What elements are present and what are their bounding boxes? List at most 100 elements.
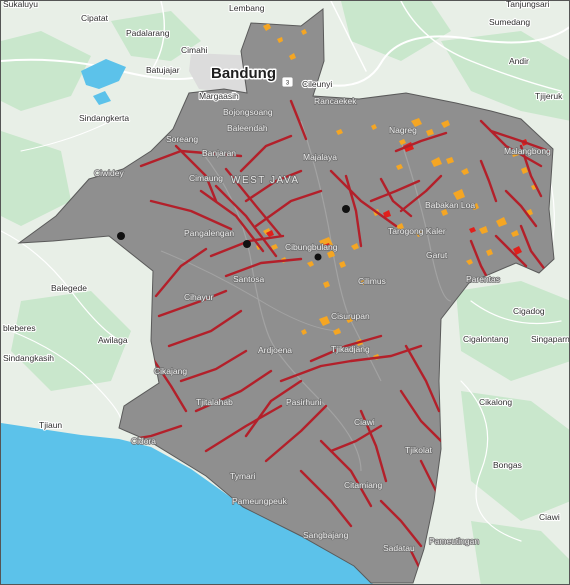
place-label: Cilimus [358,276,386,286]
fault-line [204,404,283,453]
fault-line [344,174,363,248]
fault-line [379,177,413,218]
place-label: Baleendah [227,123,268,133]
fault-line [224,167,283,238]
fault-line [154,247,208,298]
place-label: Cidora [131,436,156,446]
fault-line [479,119,543,168]
place-label: Rancaekek [314,96,357,106]
fault-line [329,424,383,453]
fault-line [309,334,383,363]
place-label: Soreang [166,134,198,144]
place-label: Bongas [493,460,522,470]
reservoir-lake-small [93,91,111,105]
fault-lines [119,99,551,583]
fault-line [244,379,303,438]
place-label: Cihayur [184,292,213,302]
road-shield-icon: 3 [281,76,294,88]
place-label: Cigalontang [463,334,509,344]
place-label: Cimaung [189,173,223,183]
fault-line [404,344,441,413]
fault-line [299,469,353,528]
fault-line [329,169,398,228]
fault-line [174,144,218,203]
fault-line [167,309,243,348]
fault-line [149,354,188,413]
place-label: Malangbong [504,146,551,156]
place-label: Padalarang [126,28,170,38]
place-label: Bojongsoang [223,107,273,117]
place-label: Pameutingan [429,536,479,546]
place-label: Batujajar [146,65,180,75]
place-label: Cisurupan [331,311,370,321]
fault-line [279,359,353,383]
place-label: Tanjungsari [506,1,550,9]
fault-line [264,404,328,463]
place-label: Cikalong [479,397,512,407]
fault-line [379,499,423,548]
place-label: Cileunyi [302,79,332,89]
place-label: Tjitalahab [196,397,233,407]
fault-line [519,224,548,273]
road-shield-number: 3 [286,81,290,87]
place-label: Sangbajang [303,530,349,540]
fault-line [244,169,303,203]
fault-line [194,369,273,413]
fault-line [239,134,293,173]
place-label: Babakan Loa [425,200,475,210]
place-label: Ciawi [539,512,560,522]
place-label: Sadatau [383,543,415,553]
place-label: Sukaluyu [3,1,38,9]
place-label: Cibungbulang [285,242,338,252]
place-label: Cikajang [154,366,187,376]
place-label: Tarogong Kaler [388,226,446,236]
fault-line [359,409,388,483]
fault-line [504,189,538,228]
place-label: Lembang [229,3,265,13]
study-area-roads [160,120,452,472]
fault-line [254,189,323,228]
place-label: Sumedang [489,17,530,27]
place-label: Awilaga [98,335,128,345]
fault-line [399,174,443,213]
black-dot-icon [342,205,350,213]
region-label: WEST JAVA [231,175,300,186]
place-label: bleberes [3,323,36,333]
fault-line [349,344,423,363]
fault-line [369,179,421,203]
place-label: Ardjoena [258,345,292,355]
black-dot-icon [243,240,251,248]
fault-line [489,129,551,153]
black-dot-icon [117,232,125,240]
place-label: Tjikadjang [331,344,370,354]
fault-line [394,131,448,153]
place-label: Andir [509,56,529,66]
city-label-bandung: Bandung [211,65,276,82]
fault-line [519,144,543,198]
place-label: Garut [426,250,448,260]
place-label: Pameungpeuk [232,496,288,506]
place-label: Citamiang [344,480,383,490]
place-label: Singaparna [531,334,570,344]
fault-line [214,184,278,258]
fault-line [479,159,498,203]
fault-line [399,389,443,443]
black-dot-icon [314,253,322,261]
fault-line [149,199,233,231]
place-label: Sindangkasih [3,353,54,363]
place-label: Cimahi [181,45,208,55]
station-markers [117,205,350,261]
place-label: Cipatat [81,13,109,23]
fault-line [224,257,303,278]
study-area-polygon [17,7,555,584]
place-label: Banjaran [202,148,236,158]
place-label: Parentas [466,274,500,284]
place-label: Pasirhuni [286,397,322,407]
place-label: Ciwidey [94,168,125,178]
place-label: Majalaya [303,152,337,162]
place-label: Tjikolat [405,445,433,455]
fault-line [157,289,228,318]
fault-line [494,234,528,268]
